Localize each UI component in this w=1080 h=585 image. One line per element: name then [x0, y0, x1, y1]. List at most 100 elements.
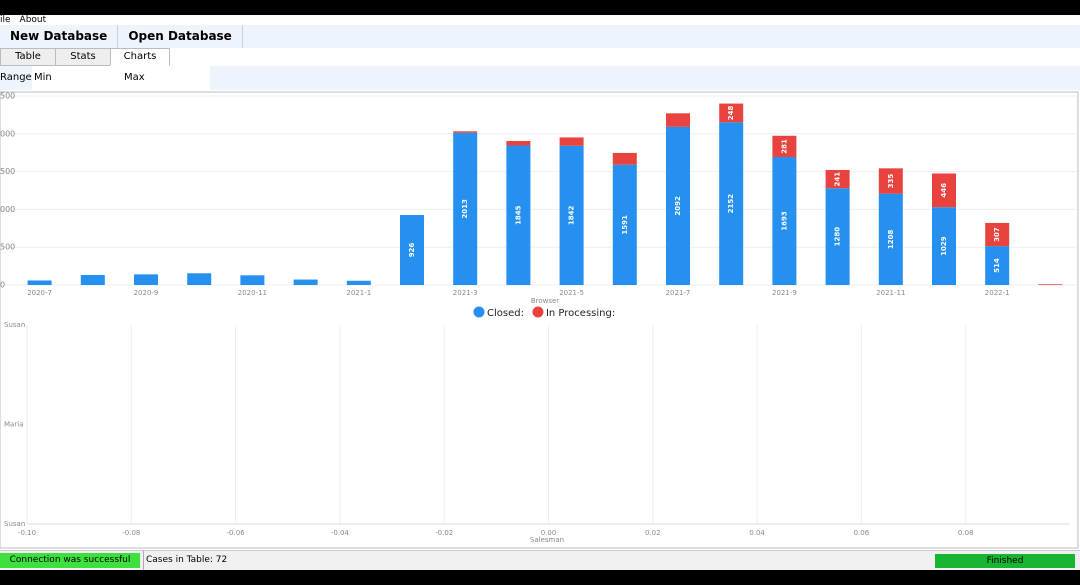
y-tick-label: Maria [4, 421, 23, 429]
x-tick-label: 2021-1 [346, 289, 371, 297]
bar-segment [878, 193, 903, 285]
data-label: 1591 [621, 215, 629, 235]
x-tick-label: 2020-7 [27, 289, 52, 297]
x-axis-title: Browser [531, 297, 559, 305]
connection-status: Connection was successful [0, 553, 140, 568]
frame [0, 0, 1080, 15]
range-label: Range [0, 72, 32, 83]
y-tick-label: 500 [0, 167, 15, 176]
data-label: 281 [780, 139, 788, 154]
charts: Browser Salesman 0 500 000 500 000 500 2020-7 2… [0, 91, 1079, 549]
frame [0, 570, 1080, 585]
x-tick-label: -0.08 [122, 529, 140, 537]
bar-segment [612, 152, 637, 165]
y-tick-label: 500 [0, 243, 15, 252]
bar-segment [719, 103, 744, 123]
data-label: 307 [993, 227, 1001, 242]
x-tick-label: 2020-11 [238, 289, 267, 297]
x-tick-label: 0.08 [958, 529, 974, 537]
x-tick-label: -0.02 [435, 529, 453, 537]
bar-segment [400, 214, 424, 285]
menu-item[interactable]: About [19, 15, 47, 25]
range-max[interactable]: Max [122, 66, 210, 90]
x-tick-label: 2021-3 [453, 289, 478, 297]
bar-segment [666, 113, 690, 127]
data-label: 1280 [834, 227, 842, 247]
x-tick-label: -0.10 [18, 529, 36, 537]
y-tick-label: Susan [4, 520, 25, 528]
bar-segment [719, 122, 744, 285]
x-tick-label: 0.06 [854, 529, 870, 537]
bar-segment [985, 222, 1010, 247]
x-tick-label: 2021-7 [666, 289, 691, 297]
data-label: 2092 [674, 196, 682, 216]
bar-segment [134, 274, 158, 285]
data-label: 926 [408, 243, 416, 258]
bar-segment [187, 273, 212, 285]
data-label: 2152 [727, 194, 735, 214]
legend-label: In Processing: [546, 308, 615, 319]
bar-segment [346, 280, 371, 285]
x-tick-label: 2021-9 [772, 289, 797, 297]
toolbar-button[interactable]: New Database [0, 25, 119, 48]
data-label: 446 [940, 183, 948, 198]
bar-segment [293, 279, 318, 285]
y-tick-label: Susan [4, 321, 25, 329]
bar-segment [506, 140, 531, 146]
bar-segment [878, 168, 903, 194]
y-tick-label: 500 [0, 92, 15, 101]
x-tick-label: 2022-1 [985, 289, 1010, 297]
cases-count: Cases in Table: 72 [143, 551, 227, 570]
bar-segment [559, 137, 584, 146]
menu-bar: ile About [0, 15, 1080, 25]
menu-item[interactable]: ile [0, 15, 11, 25]
range-min[interactable]: Min [32, 66, 122, 90]
bar-segment [240, 275, 265, 285]
bar-segment [559, 145, 584, 285]
toolbar-button[interactable]: Open Database [118, 25, 243, 48]
data-label: 1029 [940, 236, 948, 256]
data-label: 241 [834, 172, 842, 187]
bar-segment [772, 157, 797, 285]
tab[interactable]: Charts [110, 48, 170, 66]
x-tick-label: -0.04 [331, 529, 350, 537]
chart-frame [0, 91, 1079, 549]
bar-segment [825, 188, 850, 285]
bar-segment [506, 145, 531, 285]
legend-label: Closed: [487, 308, 524, 319]
x-tick-label: 0.00 [541, 529, 557, 537]
legend-marker [532, 306, 544, 318]
data-label: 335 [887, 174, 895, 189]
bar-segment [825, 170, 850, 189]
bar-segment [1038, 284, 1063, 285]
y-tick-label: 000 [0, 129, 15, 138]
data-label: 1693 [780, 211, 788, 231]
bar-segment [612, 164, 637, 285]
bar-segment [666, 126, 690, 285]
data-label: 2013 [461, 199, 469, 219]
bar-segment [932, 173, 956, 208]
data-label: 1845 [514, 205, 522, 225]
range-bar: Range Min Max [0, 66, 1080, 90]
x-tick-label: 0.02 [645, 529, 661, 537]
bar-segment [932, 207, 956, 285]
data-label: 248 [727, 106, 735, 121]
status-bar: Connection was successful Cases in Table… [0, 550, 1080, 571]
x-tick-label: 2021-11 [876, 289, 905, 297]
bar-segment [80, 275, 105, 285]
data-label: 1842 [568, 206, 576, 226]
x-tick-label: 2020-9 [134, 289, 159, 297]
tab-strip: Table Stats Charts [0, 48, 1080, 66]
x-tick-label: 0.04 [749, 529, 765, 537]
tab[interactable]: Table [0, 48, 56, 66]
data-label: 514 [993, 258, 1001, 273]
y-tick-label: 000 [0, 205, 15, 214]
x-tick-label: -0.06 [227, 529, 246, 537]
y-tick-label: 0 [0, 281, 5, 290]
bar-segment [772, 135, 797, 158]
x-tick-label: 2021-5 [559, 289, 584, 297]
progress-bar: Finished [935, 554, 1075, 568]
bar-segment [453, 132, 478, 285]
legend-marker [473, 306, 485, 318]
